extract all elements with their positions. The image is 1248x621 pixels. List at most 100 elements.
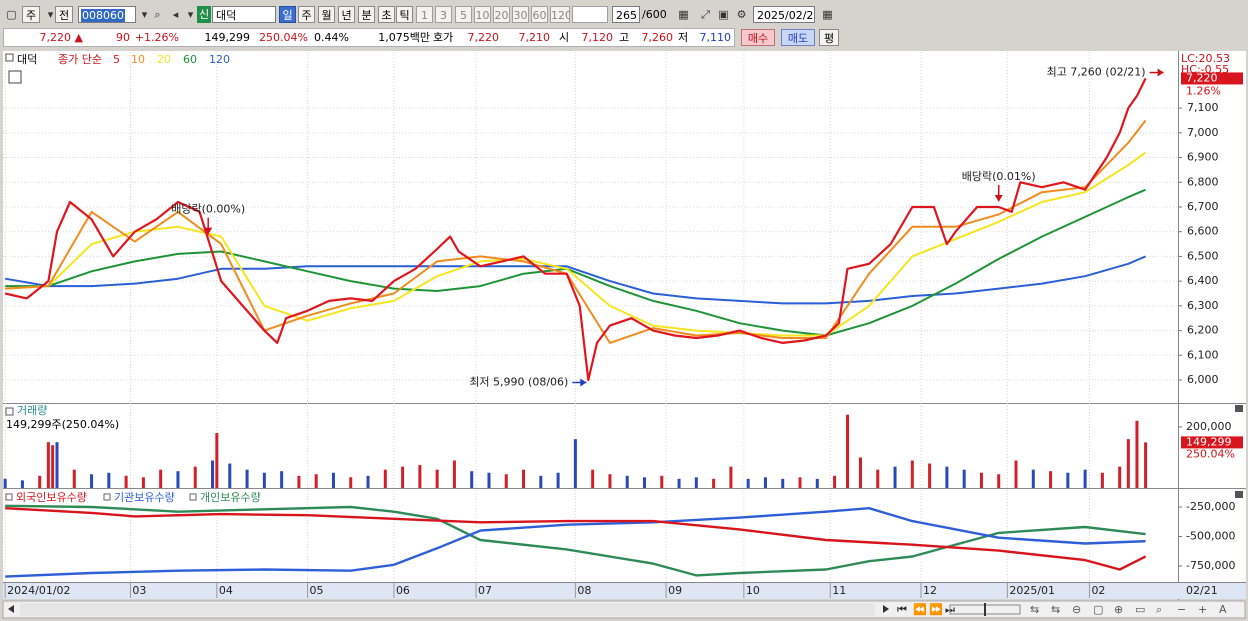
toolbar-button[interactable]: 년 [338,6,355,23]
volume-bar [435,469,439,488]
last-volume-badge [1181,436,1243,449]
toolbar-button[interactable]: 일 [279,6,296,23]
view-button[interactable]: ⌕ [1156,603,1162,616]
toolbar-button[interactable]: 주 [22,6,40,23]
arrow-head [994,194,1003,202]
scroll-right [883,605,889,613]
y-tick-label: 6,100 [1187,348,1219,361]
toolbar-icon[interactable]: ▢ [6,8,17,21]
toolbar-icon[interactable]: ▣ [718,8,729,21]
toolbar-icon[interactable]: ▾ [187,8,194,21]
view-button[interactable]: ▭ [1135,603,1145,616]
x-tick-label: 06 [396,584,410,597]
toolbar-button[interactable]: 5 [455,6,472,23]
legend-entry: 기관보유수량 [114,491,175,504]
last-price-badge [1181,72,1243,85]
view-button[interactable]: + [1198,603,1207,616]
volume-bar [846,414,850,488]
toolbar-icon[interactable]: ⤢ [701,8,710,21]
toolbar-icon[interactable]: ▾ [47,8,54,21]
toolbar-button[interactable]: 주 [298,6,315,23]
toolbar-button[interactable]: 120 [550,6,570,23]
input-field[interactable]: 대덕 [212,6,276,23]
toolbar-button[interactable]: 60 [531,6,548,23]
scroll-left [8,605,14,613]
toolbar-icon[interactable]: ▦ [678,8,689,21]
volume-bar [997,474,1001,488]
toolbar-button[interactable]: 월 [318,6,335,23]
view-button[interactable]: A [1219,603,1227,616]
volume-bar [815,478,819,488]
y-tick-label: 7,000 [1187,126,1219,139]
volume-bar [729,466,733,488]
view-button[interactable]: ⇆ [1030,603,1039,616]
volume-bar [979,472,983,488]
toolbar-icon[interactable]: ◂ [172,8,179,21]
volume-bar [876,469,880,488]
volume-bar [522,469,526,488]
series-line [5,151,1147,337]
volume-bar [280,471,284,488]
y-tick-label: 6,000 [1187,373,1219,386]
legend-swatch [103,493,111,501]
quote-text: 1,075백만 [378,31,430,44]
quote-button[interactable]: 평 [819,29,839,46]
volume-bar [1126,439,1130,488]
quote-button[interactable]: 매도 [781,29,815,46]
view-button[interactable]: ⊕ [1114,603,1123,616]
toolbar-button[interactable]: 3 [435,6,452,23]
toolbar-button[interactable]: 틱 [396,6,413,23]
toolbar-button[interactable]: 10 [474,6,491,23]
toolbar-button[interactable]: 전 [55,6,73,23]
selected-text: 008060 [81,9,125,22]
quote-button[interactable]: 매수 [741,29,775,46]
input-field[interactable]: 2025/02/21 [753,6,815,23]
toolbar-button[interactable]: 신 [197,6,211,23]
view-button[interactable]: − [1177,603,1186,616]
volume-bar [349,477,353,488]
toolbar-icon[interactable]: ⌕ [154,8,161,21]
pane-title: 거래량 [17,404,47,417]
toolbar-button[interactable]: 분 [358,6,375,23]
dropdown[interactable] [572,6,608,23]
arrow-head [204,227,213,235]
toolbar-icon[interactable]: ⚙ [736,8,747,21]
nav-button[interactable]: ⏩ [929,603,943,616]
legend-entry: 20 [157,53,171,66]
volume-bar [910,460,914,488]
toolbar-icon[interactable]: ▾ [141,8,148,21]
quote-text: 저 [678,31,689,44]
view-button[interactable]: ⇆ [1051,603,1060,616]
nav-button[interactable]: ⏪ [913,603,927,616]
toolbar-icon[interactable]: ▦ [822,8,833,21]
toolbar-button[interactable]: 20 [493,6,510,23]
volume-bar [556,472,560,488]
legend-swatch [189,493,197,501]
volume-bar [1031,469,1035,488]
toolbar-button[interactable]: 1 [416,6,433,23]
volume-bar [1066,472,1070,488]
quote-text: 7,120 [581,31,614,44]
input-field[interactable]: 265 [612,6,640,23]
volume-bar [858,457,862,488]
toolbar-button[interactable]: 초 [378,6,395,23]
quote-text: 7,220 ▲ [39,31,83,44]
volume-bar [38,475,42,488]
view-button[interactable]: ⊖ [1072,603,1081,616]
x-tick-label: 2024/01/02 [7,584,70,597]
legend-entry: 외국인보유수량 [16,491,87,504]
y-tick-label: 6,800 [1187,175,1219,188]
volume-bar [962,469,966,488]
toolbar-button[interactable]: 30 [512,6,529,23]
volume-bar [833,475,837,488]
nav-button[interactable]: ⏮ [897,603,907,616]
last-price-label: 7,220 [1186,71,1218,84]
quote-text: 149,299 [204,31,251,44]
y-tick-label: 200,000 [1186,420,1232,433]
view-button[interactable]: ▢ [1093,603,1103,616]
input-field[interactable]: 008060 [78,6,136,23]
x-tick-label: 02 [1091,584,1105,597]
pane-close [1235,405,1243,412]
